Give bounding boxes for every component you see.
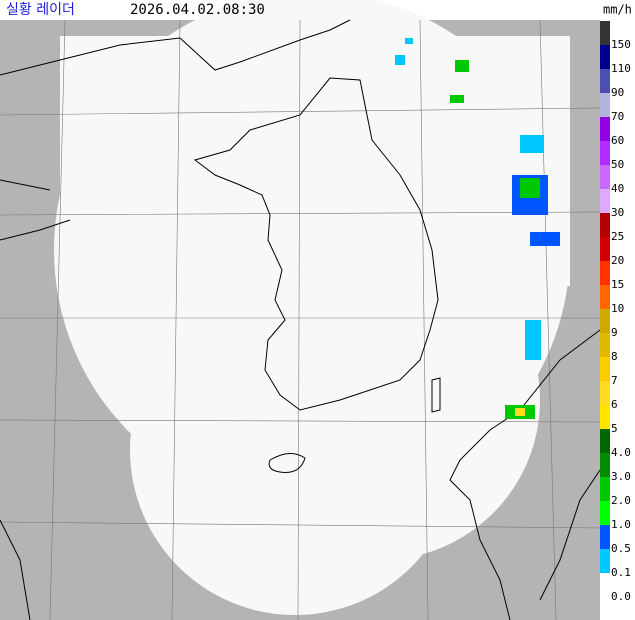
legend-label: 25 (611, 230, 624, 243)
legend-swatch (600, 573, 610, 597)
legend-label: 1.0 (611, 518, 631, 531)
legend-label: 110 (611, 62, 631, 75)
legend-label: 30 (611, 206, 624, 219)
legend-swatch (600, 69, 610, 93)
legend-swatch (600, 477, 610, 501)
legend-label: 6 (611, 398, 618, 411)
legend-label: 0.1 (611, 566, 631, 579)
legend-label: 0.0 (611, 590, 631, 603)
legend-swatch (600, 357, 610, 381)
legend-swatch (600, 213, 610, 237)
map (0, 0, 601, 620)
legend-label: 150 (611, 38, 631, 51)
legend-label: 70 (611, 110, 624, 123)
grid (0, 19, 601, 620)
radar-coverage (54, 0, 570, 615)
legend-label: 20 (611, 254, 624, 267)
legend-label: 0.5 (611, 542, 631, 555)
legend-label: 3.0 (611, 470, 631, 483)
legend-label: 2.0 (611, 494, 631, 507)
title: 실황 레이더 (6, 2, 75, 18)
legend-label: 8 (611, 350, 618, 363)
legend-swatch (600, 285, 610, 309)
legend-label: 15 (611, 278, 624, 291)
legend-swatch (600, 381, 610, 405)
timestamp: 2026.04.02.08:30 (130, 2, 265, 18)
legend-swatch (600, 165, 610, 189)
legend-swatch (600, 117, 610, 141)
legend-swatch (600, 501, 610, 525)
legend-label: 7 (611, 374, 618, 387)
legend-label: 50 (611, 158, 624, 171)
legend-swatch (600, 549, 610, 573)
radar-echoes (395, 38, 560, 419)
legend-swatch (600, 261, 610, 285)
legend-label: 40 (611, 182, 624, 195)
legend-swatch (600, 237, 610, 261)
legend-swatch (600, 21, 610, 45)
legend-swatch (600, 45, 610, 69)
legend: 150 110 90 70 60 50 40 30 25 20 15 10 9 8 7 6 5 4.0 3.0 2.0… (600, 21, 631, 603)
legend-label: 9 (611, 326, 618, 339)
legend-swatch (600, 93, 610, 117)
legend-swatch (600, 141, 610, 165)
legend-swatch (600, 453, 610, 477)
legend-label: 60 (611, 134, 624, 147)
legend-swatch (600, 429, 610, 453)
legend-label: 90 (611, 86, 624, 99)
legend-label: 10 (611, 302, 624, 315)
legend-label: 5 (611, 422, 618, 435)
coastline (0, 19, 601, 620)
legend-swatch (600, 525, 610, 549)
legend-swatch (600, 189, 610, 213)
legend-label: 4.0 (611, 446, 631, 459)
legend-unit: mm/h (603, 3, 632, 17)
legend-swatch (600, 405, 610, 429)
legend-swatch (600, 333, 610, 357)
legend-swatch (600, 309, 610, 333)
